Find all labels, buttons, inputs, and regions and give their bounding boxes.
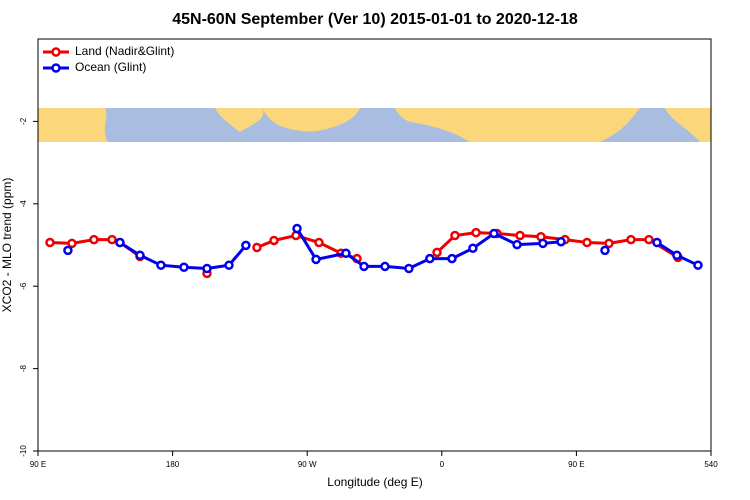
data-point xyxy=(67,238,77,249)
series-line xyxy=(119,227,699,271)
data-point xyxy=(292,223,302,234)
chart-title: 45N-60N September (Ver 10) 2015-01-01 to… xyxy=(172,11,578,28)
data-point xyxy=(582,237,592,248)
data-point xyxy=(311,254,321,265)
data-point xyxy=(359,261,369,272)
x-tick-label: 0 xyxy=(440,460,445,469)
data-point xyxy=(425,253,435,264)
data-point xyxy=(556,236,566,247)
data-point xyxy=(45,237,55,248)
data-point xyxy=(89,234,99,245)
y-tick-label: -10 xyxy=(19,445,28,457)
x-tick-label: 90 E xyxy=(30,460,46,469)
y-tick-label: -6 xyxy=(19,282,28,290)
data-point xyxy=(380,261,390,272)
data-point xyxy=(652,237,662,248)
data-point xyxy=(156,260,166,270)
x-tick-label: 90 E xyxy=(568,460,584,469)
x-axis-label: Longitude (deg E) xyxy=(327,475,422,489)
data-point xyxy=(604,238,614,249)
data-point xyxy=(252,242,262,253)
data-point xyxy=(626,234,636,245)
data-point xyxy=(512,239,522,250)
y-tick-label: -8 xyxy=(19,364,28,372)
y-axis-label: XCO2 - MLO trend (ppm) xyxy=(0,178,14,313)
data-point xyxy=(135,250,145,261)
data-point xyxy=(693,260,703,270)
data-point xyxy=(179,262,189,272)
legend-label: Land (Nadir&Glint) xyxy=(75,44,174,58)
data-point xyxy=(269,235,279,246)
y-tick-label: -4 xyxy=(19,200,28,208)
data-point xyxy=(241,240,251,251)
data-point xyxy=(538,238,548,249)
data-point xyxy=(404,263,414,274)
y-tick-label: -2 xyxy=(19,117,28,125)
data-point xyxy=(489,228,499,239)
map-band xyxy=(38,108,711,142)
x-tick-label: 540 xyxy=(704,460,718,469)
data-point xyxy=(202,263,212,274)
x-tick-label: 90 W xyxy=(298,460,317,469)
data-point xyxy=(644,234,654,245)
x-tick-label: 180 xyxy=(166,460,180,469)
data-point xyxy=(314,237,324,248)
legend-marker xyxy=(51,63,61,73)
data-point xyxy=(468,243,478,254)
data-point xyxy=(447,253,457,264)
legend-marker xyxy=(51,47,61,57)
data-point xyxy=(341,248,351,258)
data-point xyxy=(432,247,442,258)
data-point xyxy=(450,230,460,241)
data-point xyxy=(471,227,481,238)
data-point xyxy=(224,260,234,270)
plot-frame xyxy=(37,38,712,452)
data-point xyxy=(63,245,73,256)
data-point xyxy=(600,245,610,256)
data-point xyxy=(515,230,525,241)
legend-label: Ocean (Glint) xyxy=(75,60,146,74)
data-point xyxy=(115,237,125,248)
data-point xyxy=(107,234,117,245)
data-point xyxy=(672,250,682,261)
